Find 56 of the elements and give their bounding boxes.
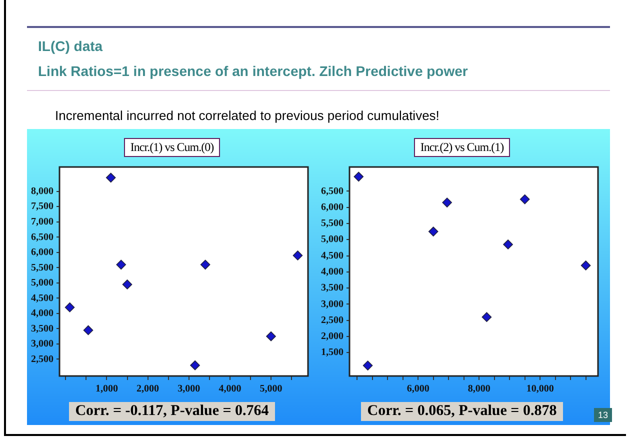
text: IL(C) data [38,38,103,54]
y-tick-label: 3,500 [31,323,54,334]
y-tick-label: 4,500 [31,292,54,304]
y-tick-label: 5,000 [31,278,54,289]
point [580,260,591,270]
x-tick-label: 1,000 [95,384,118,395]
y-tick-label: 3,000 [321,298,344,310]
point [106,172,116,183]
point [503,240,513,250]
text: 13 [594,408,612,422]
y-tick-label: 7,000 [31,216,54,228]
x-tick-label: 3,000 [178,384,200,395]
y-tick-label: 3,500 [321,282,344,294]
chart-title: Incr.(2) vs Cum.(1) [414,138,510,157]
y-tick-label: 6,000 [31,247,54,258]
x-tick-label: 10,000 [526,384,554,395]
x-tick-label: 8,000 [468,384,490,395]
text: Corr. = -0.117, P-value = 0.764 [69,402,275,421]
y-tick-label: 4,000 [321,266,344,278]
y-tick-label: 7,500 [31,201,54,212]
point [482,312,492,322]
y-tick-label: 3,000 [31,338,54,350]
y-tick-label: 4,500 [321,250,344,262]
y-tick-label: 5,000 [321,234,344,246]
point [266,331,276,342]
y-tick-label: 2,000 [321,331,344,342]
y-tick-label: 6,000 [321,202,344,213]
point [122,280,132,290]
text: Corr. = 0.065, P-value = 0.878 [361,402,563,421]
chart-title: Incr.(1) vs Cum.(0) [124,138,220,157]
x-tick-label: 2,000 [136,384,160,395]
point [200,260,210,270]
point [354,172,364,182]
text: Link Ratios=1 in presence of an intercept. Zilch Predictive power [38,63,468,79]
y-tick-label: 1,500 [321,347,344,358]
point [83,325,94,336]
y-tick-label: 6,500 [321,186,344,197]
x-tick-label: 6,000 [406,384,430,395]
y-tick-label: 2,500 [31,354,54,365]
point [292,250,303,260]
point [116,260,126,270]
y-tick-label: 5,500 [31,262,54,274]
point [520,194,530,204]
y-tick-label: 5,500 [321,218,344,230]
x-tick-label: 5,000 [260,384,282,395]
point [428,226,438,236]
point [190,360,200,370]
point [362,360,373,370]
y-tick-label: 6,500 [31,232,54,243]
point [442,198,452,208]
x-tick-label: 4,000 [218,384,242,395]
y-tick-label: 4,000 [31,308,54,320]
y-tick-label: 8,000 [31,186,54,197]
y-tick-label: 2,500 [321,314,344,326]
text: Incremental incurred not correlated to previous period cumulatives! [55,108,440,123]
point [64,302,75,312]
